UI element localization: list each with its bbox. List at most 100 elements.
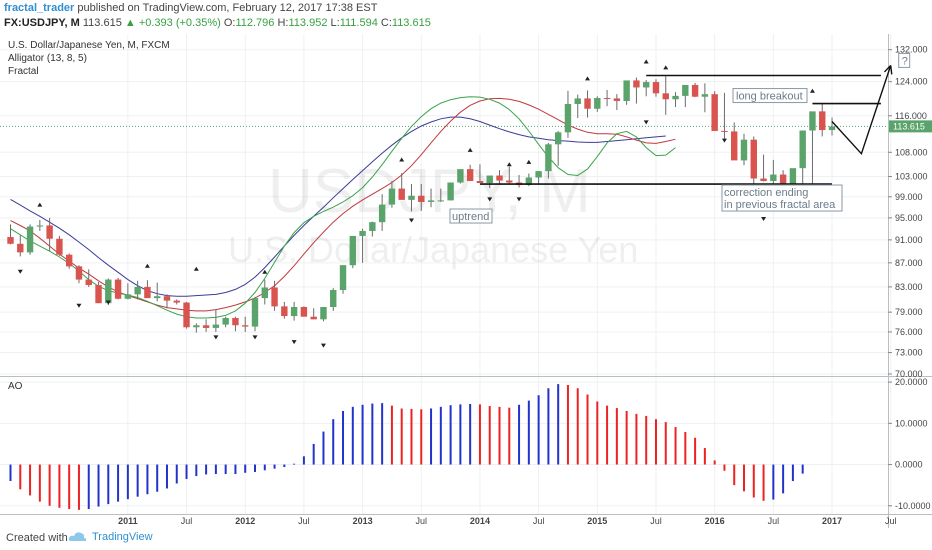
- candle-body: [779, 174, 787, 186]
- candle-body: [603, 97, 611, 99]
- candle-body: [574, 98, 581, 104]
- candle-body: [545, 144, 552, 172]
- candle-body: [144, 286, 151, 299]
- candle-body: [535, 171, 542, 178]
- candle-body: [682, 84, 689, 96]
- candle-body: [633, 80, 640, 88]
- author-link[interactable]: fractal_trader: [4, 2, 75, 14]
- fractal-down-marker: [76, 303, 82, 308]
- candle-body: [506, 180, 513, 183]
- price-tick-label: 124.000: [895, 77, 928, 87]
- chart-canvas[interactable]: USDJPY, MU.S. Dollar/Japanese Yen 132.000…: [0, 34, 932, 528]
- candle-body: [584, 98, 591, 109]
- ao-tick-label: -10.0000: [895, 501, 931, 511]
- candle-body: [163, 296, 171, 301]
- candle-body: [770, 174, 777, 182]
- candle-body: [828, 126, 836, 131]
- candle-body: [251, 298, 259, 327]
- candle-body: [408, 195, 415, 200]
- candle-body: [701, 94, 709, 97]
- candle-body: [359, 230, 366, 236]
- candle-body: [437, 200, 445, 202]
- arrow-up-icon: ▲: [124, 17, 136, 29]
- candle-body: [594, 97, 601, 109]
- last-price: 113.615: [82, 17, 122, 29]
- tradingview-logo[interactable]: TradingView: [68, 530, 153, 544]
- fractal-down-marker: [252, 335, 258, 340]
- candle-body: [56, 238, 63, 255]
- low-label: L:: [330, 17, 340, 29]
- fractal-up-marker: [467, 147, 473, 152]
- candle-body: [173, 300, 180, 303]
- candle-body: [232, 318, 239, 326]
- fractal-up-marker: [663, 65, 669, 70]
- fractal-up-marker: [37, 202, 43, 207]
- candle-body: [662, 93, 669, 100]
- candle-body: [349, 235, 356, 266]
- candle-body: [46, 225, 53, 239]
- publish-info: published on TradingView.com, February 1…: [77, 2, 378, 14]
- tradingview-cloud-icon: [68, 532, 87, 541]
- candle-body: [447, 182, 454, 201]
- fractal-down-marker: [320, 343, 326, 348]
- fractal-up-marker: [144, 263, 150, 268]
- price-tick-label: 116.000: [895, 111, 927, 121]
- price-tick-label: 132.000: [895, 45, 928, 55]
- candle-body: [105, 279, 112, 304]
- ao-legend: AO: [8, 381, 23, 392]
- open-value: 112.796: [235, 17, 275, 29]
- candle-body: [721, 130, 728, 132]
- candle-body: [339, 265, 347, 290]
- time-tick-label: 2017: [822, 516, 842, 526]
- time-tick-label: 2011: [118, 516, 138, 526]
- projection-arrowhead: [883, 64, 893, 75]
- candle-body: [300, 307, 308, 317]
- fractal-up-marker: [643, 59, 649, 64]
- fractal-legend: Fractal: [8, 66, 39, 77]
- time-tick-label: 2016: [705, 516, 725, 526]
- price-tick-label: 108.000: [895, 147, 928, 157]
- fractal-down-marker: [291, 340, 297, 345]
- ao-tick-label: 10.0000: [895, 418, 928, 428]
- footer-bar: Created with TradingView: [0, 528, 932, 550]
- fractal-up-marker: [809, 88, 815, 93]
- fractal-up-marker: [399, 157, 405, 162]
- chart-title: U.S. Dollar/Japanese Yen, M, FXCM: [8, 40, 170, 51]
- created-with-label: Created with: [6, 532, 68, 544]
- candle-body: [281, 306, 288, 317]
- close-value: 113.615: [391, 17, 431, 29]
- candle-body: [310, 316, 317, 320]
- candle-body: [320, 307, 327, 320]
- ao-tick-label: 20.0000: [895, 377, 928, 387]
- candle-body: [466, 169, 474, 182]
- candle-body: [613, 98, 621, 101]
- candle-body: [427, 200, 435, 202]
- time-tick-label: 2013: [353, 516, 373, 526]
- candle-body: [711, 94, 718, 131]
- fractal-down-marker: [213, 335, 219, 340]
- candle-body: [114, 279, 122, 299]
- candle-body: [378, 204, 386, 223]
- correction-box: [721, 184, 843, 212]
- candle-body: [388, 188, 396, 205]
- candle-body: [525, 177, 533, 186]
- fractal-down-marker: [643, 120, 649, 125]
- uptrend-box: [449, 208, 493, 224]
- current-price-label: 113.615: [893, 121, 925, 131]
- fractal-down-marker: [761, 216, 767, 221]
- ao-pane: [0, 378, 888, 514]
- symbol-label: FX:USDJPY, M: [4, 17, 80, 29]
- candle-body: [65, 254, 73, 267]
- candle-body: [36, 225, 44, 227]
- candle-body: [809, 111, 816, 131]
- candle-body: [643, 82, 650, 88]
- candle-body: [369, 222, 376, 231]
- candle-body: [330, 289, 337, 308]
- candle-body: [154, 296, 161, 299]
- candle-body: [193, 325, 200, 328]
- candle-body: [398, 188, 405, 200]
- time-tick-label: 2015: [587, 516, 607, 526]
- candle-body: [222, 318, 229, 325]
- price-tick-label: 103.000: [895, 172, 928, 182]
- time-tick-label: Jul: [650, 516, 662, 526]
